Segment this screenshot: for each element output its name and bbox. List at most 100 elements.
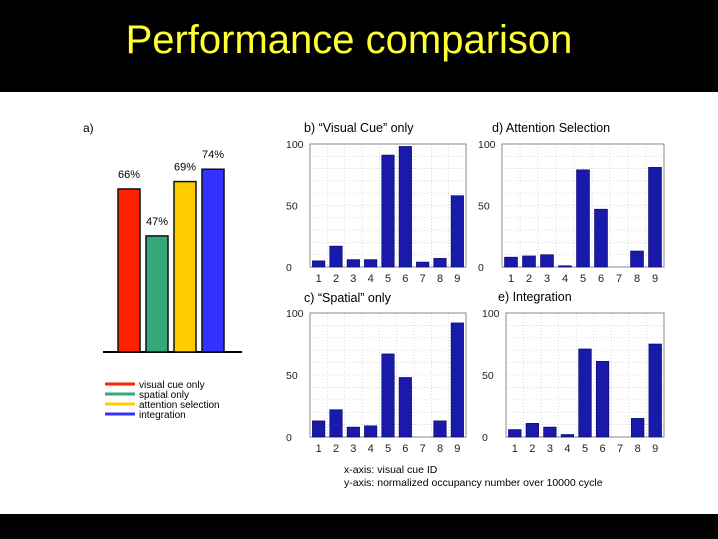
- panel-a-data-label: 66%: [118, 169, 140, 181]
- panel-a-label: a): [83, 121, 94, 135]
- panel-d-xtick: 4: [562, 273, 568, 285]
- panel-b-bar: [381, 154, 395, 268]
- panel-d-xtick: 5: [580, 273, 586, 285]
- panel-b-bar: [312, 260, 326, 268]
- panel-d-title: d) Attention Selection: [492, 121, 610, 135]
- panel-c-bar: [346, 426, 360, 438]
- panel-e-xtick: 3: [547, 443, 553, 455]
- panel-b-bar: [433, 258, 447, 268]
- panel-d-xtick: 2: [526, 273, 532, 285]
- panel-e-xtick: 1: [512, 443, 518, 455]
- panel-b-bar: [398, 146, 412, 268]
- panel-e-xtick: 8: [635, 443, 641, 455]
- panel-b-xtick: 5: [385, 273, 391, 285]
- panel-b-bar: [346, 259, 360, 268]
- panel-a-data-label: 74%: [202, 149, 224, 161]
- panel-b-title: b) “Visual Cue” only: [304, 121, 414, 135]
- panel-d-bar: [576, 169, 590, 268]
- panel-b-ytick: 0: [286, 262, 292, 274]
- panel-c-bar: [398, 377, 412, 438]
- panel-c-xtick: 4: [368, 443, 374, 455]
- panel-c-bar: [329, 409, 343, 438]
- panel-c-xtick: 6: [402, 443, 408, 455]
- panel-c-ytick: 0: [286, 432, 292, 444]
- panel-b-xtick: 2: [333, 273, 339, 285]
- panel-d-xtick: 6: [598, 273, 604, 285]
- panel-c-ytick: 100: [286, 308, 304, 320]
- xaxis-note: x-axis: visual cue ID: [344, 464, 438, 476]
- panel-e-bar: [648, 343, 662, 438]
- panel-c-xtick: 8: [437, 443, 443, 455]
- panel-a-bar: [145, 235, 169, 353]
- panel-b-bar: [450, 195, 464, 268]
- legend-label: attention selection: [139, 400, 220, 411]
- panel-d-ytick: 0: [478, 262, 484, 274]
- panel-c-xtick: 7: [420, 443, 426, 455]
- panel-b-xtick: 3: [350, 273, 356, 285]
- panel-c-xtick: 9: [454, 443, 460, 455]
- panel-e-xtick: 4: [564, 443, 570, 455]
- panel-e-xtick: 2: [529, 443, 535, 455]
- panel-b-ytick: 50: [286, 201, 298, 213]
- panel-c-bar: [450, 322, 464, 438]
- panel-e-ytick: 100: [482, 308, 500, 320]
- panel-a-bar: [117, 188, 141, 353]
- panel-e-xtick: 7: [617, 443, 623, 455]
- bottom-bar: [0, 514, 718, 539]
- panel-d-bar: [558, 265, 572, 268]
- panel-e-bar: [525, 423, 539, 438]
- panel-e-xtick: 5: [582, 443, 588, 455]
- legend-label: integration: [139, 410, 186, 421]
- yaxis-note: y-axis: normalized occupancy number over…: [344, 477, 603, 489]
- panel-a-data-label: 47%: [146, 216, 168, 228]
- panel-e-ytick: 0: [482, 432, 488, 444]
- panel-c-bar: [433, 420, 447, 438]
- panel-c-bar: [364, 425, 378, 438]
- panel-d-xtick: 8: [634, 273, 640, 285]
- panel-b-xtick: 6: [402, 273, 408, 285]
- panel-d-bar: [504, 256, 518, 268]
- panel-e-xtick: 9: [652, 443, 658, 455]
- panel-e-bar: [595, 361, 610, 438]
- panel-d-bar: [630, 250, 644, 268]
- panel-e-bar: [543, 426, 557, 438]
- panel-b-bar: [416, 261, 430, 268]
- panel-a-data-label: 69%: [174, 162, 196, 174]
- legend-label: visual cue only: [139, 380, 205, 391]
- panel-d-xtick: 9: [652, 273, 658, 285]
- panel-d-xtick: 1: [508, 273, 514, 285]
- panel-b-xtick: 1: [316, 273, 322, 285]
- panel-e-title: e) Integration: [498, 290, 572, 304]
- panel-c-bar: [381, 353, 395, 438]
- panel-d-bar: [522, 255, 536, 268]
- panel-a-bar: [173, 180, 197, 353]
- panel-c-xtick: 2: [333, 443, 339, 455]
- panel-e-bar: [560, 434, 575, 438]
- panel-e-xtick: 6: [599, 443, 605, 455]
- panel-c-title: c) “Spatial” only: [304, 291, 392, 305]
- panel-d-ytick: 100: [478, 139, 496, 151]
- legend-label: spatial only: [139, 390, 189, 401]
- panel-b-xtick: 7: [420, 273, 426, 285]
- panel-e-bar: [508, 429, 522, 438]
- panel-d-bar: [648, 167, 662, 268]
- panel-b-xtick: 4: [368, 273, 374, 285]
- panel-c-xtick: 1: [316, 443, 322, 455]
- panel-e-bar: [578, 348, 592, 438]
- panel-c-xtick: 5: [385, 443, 391, 455]
- panel-b-ytick: 100: [286, 139, 304, 151]
- slide-content: a) 66% 47% 69% 74% visual cue only spatial onl…: [0, 92, 718, 514]
- panel-d-bar: [540, 254, 554, 268]
- panel-d-xtick: 7: [616, 273, 622, 285]
- panel-d-bar: [594, 208, 608, 268]
- panel-c-bar: [312, 420, 326, 438]
- panel-d-ytick: 50: [478, 201, 490, 213]
- panel-e-bar: [631, 418, 645, 438]
- panel-b-xtick: 8: [437, 273, 443, 285]
- panel-e-ytick: 50: [482, 370, 494, 382]
- panel-d-xtick: 3: [544, 273, 550, 285]
- slide-title: Performance comparison: [125, 18, 573, 62]
- panel-b-xtick: 9: [454, 273, 460, 285]
- panel-c-xtick: 3: [350, 443, 356, 455]
